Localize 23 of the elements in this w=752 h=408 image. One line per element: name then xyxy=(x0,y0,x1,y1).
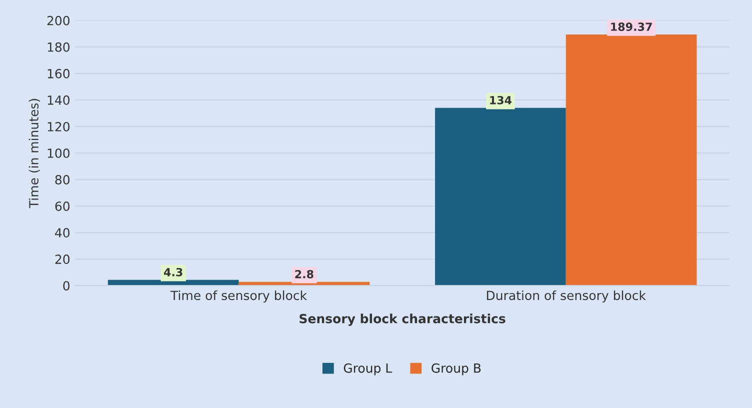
y-tick-label: 140 xyxy=(48,95,70,105)
y-tick-label: 60 xyxy=(55,202,70,211)
legend-label: Group L xyxy=(344,363,392,376)
data-label: 4.3 xyxy=(164,268,182,276)
y-axis-title: Time (in minutes) xyxy=(28,98,40,208)
x-tick-label: Duration of sensory block xyxy=(486,290,646,303)
data-label: 189.37 xyxy=(611,22,652,31)
y-tick-label: 100 xyxy=(48,148,70,158)
y-tick-label: 80 xyxy=(55,174,70,184)
y-tick-label: 0 xyxy=(63,281,70,291)
legend-label: Group B xyxy=(432,363,481,376)
y-tick-label: 20 xyxy=(55,254,70,264)
y-tick-label: 40 xyxy=(55,228,70,238)
bar xyxy=(435,108,566,286)
y-tick-label: 120 xyxy=(48,122,70,132)
x-axis-title: Sensory block characteristics xyxy=(300,314,506,326)
y-tick-label: 180 xyxy=(48,42,70,52)
x-tick-label: Time of sensory block xyxy=(170,290,307,303)
data-label: 2.8 xyxy=(295,270,314,278)
y-tick-label: 160 xyxy=(48,68,70,78)
y-tick-label: 200 xyxy=(47,16,70,26)
data-label: 134 xyxy=(490,96,512,104)
bar xyxy=(566,34,697,286)
